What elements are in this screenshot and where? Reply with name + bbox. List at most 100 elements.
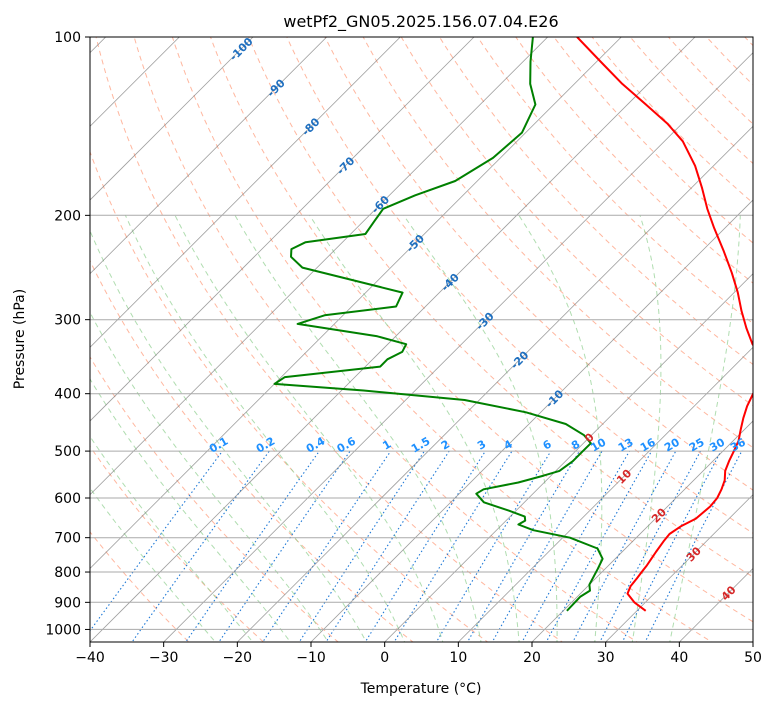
y-tick-label: 300 bbox=[54, 313, 81, 329]
mixing-ratio-line bbox=[298, 450, 425, 642]
y-tick-label: 200 bbox=[54, 208, 81, 224]
mixing-ratio-label: 6 bbox=[541, 437, 554, 452]
mixing-ratio-label: 0.6 bbox=[335, 434, 359, 455]
dry-adiabat bbox=[209, 37, 753, 623]
dry-adiabat bbox=[591, 37, 753, 204]
axes: −40 −30 −20 −10 0 10 20 30 40 5010020030040050060… bbox=[45, 30, 762, 666]
x-tick-label: 40 bbox=[670, 650, 688, 666]
x-tick-label: 30 bbox=[597, 650, 615, 666]
dry-adiabat bbox=[95, 37, 564, 642]
x-tick-label: 0 bbox=[380, 650, 389, 666]
mixing-ratio-line bbox=[621, 450, 722, 642]
dry-adiabat bbox=[90, 531, 190, 642]
mixing-ratio-label: 13 bbox=[616, 436, 636, 455]
mixing-ratio-line bbox=[262, 450, 392, 642]
mixing-ratio-line bbox=[491, 450, 603, 642]
isotherm-line bbox=[90, 37, 180, 127]
dry-adiabat bbox=[90, 356, 339, 642]
isotherm-label: -50 bbox=[404, 232, 427, 255]
moist-adiabat bbox=[90, 311, 329, 642]
dry-adiabat bbox=[324, 37, 753, 491]
x-tick-label: 50 bbox=[744, 650, 762, 666]
dry-adiabat bbox=[90, 150, 489, 642]
isotherm-label: -30 bbox=[473, 309, 496, 332]
isotherm-label: -90 bbox=[265, 76, 288, 99]
y-tick-label: 400 bbox=[54, 387, 81, 403]
temperature-profile bbox=[576, 37, 753, 612]
isotherm-label: -70 bbox=[334, 154, 357, 177]
mixing-ratio-label: 2 bbox=[439, 438, 452, 453]
moist-adiabat bbox=[90, 487, 216, 642]
moist-adiabat bbox=[124, 215, 406, 642]
mixing-ratio-line bbox=[325, 450, 450, 642]
x-tick-label: 10 bbox=[449, 650, 467, 666]
moist-adiabat bbox=[631, 215, 662, 642]
moist-adiabat bbox=[90, 435, 254, 642]
dry-adiabat bbox=[248, 37, 753, 578]
x-tick-label: −30 bbox=[149, 650, 179, 666]
x-axis-label: Temperature (°C) bbox=[360, 681, 482, 697]
plot-frame bbox=[89, 36, 754, 643]
mixing-ratio-line bbox=[545, 450, 653, 642]
dry-adiabat bbox=[438, 37, 753, 366]
x-tick-label: −20 bbox=[223, 650, 253, 666]
mixing-ratio-label: 25 bbox=[687, 436, 707, 455]
dry-adiabat bbox=[286, 37, 753, 534]
isotherm-label: -80 bbox=[299, 115, 322, 138]
isotherm-line bbox=[384, 273, 753, 642]
dry-adiabat bbox=[744, 37, 753, 47]
mixing-ratio-label: 20 bbox=[662, 435, 682, 454]
isotherm-label: -10 bbox=[543, 387, 566, 410]
isotherm-label: -40 bbox=[439, 271, 462, 294]
dry-adiabat bbox=[90, 445, 265, 642]
isotherm-line bbox=[236, 125, 753, 642]
mixing-ratio-line bbox=[435, 450, 552, 642]
isotherm-line bbox=[678, 567, 753, 642]
mixing-ratio-label: 36 bbox=[728, 435, 748, 454]
mixing-ratio-label: 0.2 bbox=[254, 435, 277, 456]
dry-adiabat bbox=[553, 37, 753, 244]
isotherm-label: 40 bbox=[719, 583, 739, 603]
dry-adiabat bbox=[476, 37, 753, 325]
mixing-ratio-line bbox=[131, 450, 270, 642]
moist-adiabat bbox=[90, 378, 291, 642]
y-tick-label: 900 bbox=[54, 595, 81, 611]
isotherm-line bbox=[457, 346, 753, 642]
mixing-ratio-label: 1.5 bbox=[409, 435, 432, 456]
isotherm-line bbox=[531, 420, 753, 642]
dry-adiabat bbox=[705, 37, 753, 86]
moist-adiabat bbox=[518, 215, 603, 642]
mixing-ratio-label: 1 bbox=[380, 438, 393, 453]
dry-adiabat bbox=[667, 37, 753, 125]
isotherm-line bbox=[90, 37, 254, 201]
y-tick-label: 1000 bbox=[45, 622, 81, 638]
isotherm-label: -20 bbox=[508, 348, 531, 371]
chart-title: wetPf2_GN05.2025.156.07.04.E26 bbox=[283, 12, 558, 32]
isotherm-label: 10 bbox=[614, 467, 634, 487]
background-lines bbox=[90, 24, 775, 654]
isotherm-line bbox=[163, 52, 753, 642]
isotherm-line bbox=[90, 37, 549, 496]
moist-adiabat bbox=[403, 215, 558, 642]
dry-adiabat bbox=[515, 37, 753, 284]
moist-adiabat bbox=[90, 229, 367, 642]
mixing-ratio-label: 0.1 bbox=[207, 435, 230, 456]
isotherm-label: 30 bbox=[684, 544, 704, 564]
x-tick-label: −10 bbox=[296, 650, 326, 666]
moist-adiabat bbox=[174, 215, 444, 642]
mixing-ratio-label: 0.4 bbox=[304, 434, 328, 455]
mixing-ratio-line bbox=[185, 450, 320, 642]
y-tick-label: 700 bbox=[54, 531, 81, 547]
moist-adiabat bbox=[309, 215, 520, 642]
mixing-ratio-label: 16 bbox=[638, 435, 658, 454]
isotherm-label: -60 bbox=[369, 193, 392, 216]
isotherm-line bbox=[90, 37, 622, 569]
x-tick-label: −40 bbox=[75, 650, 105, 666]
moist-adiabat bbox=[234, 215, 482, 642]
dry-adiabat bbox=[770, 24, 775, 654]
isotherm-line bbox=[752, 641, 753, 642]
isotherm-line bbox=[90, 37, 328, 275]
mixing-ratio-line bbox=[466, 450, 580, 642]
dry-adiabat bbox=[133, 37, 638, 642]
